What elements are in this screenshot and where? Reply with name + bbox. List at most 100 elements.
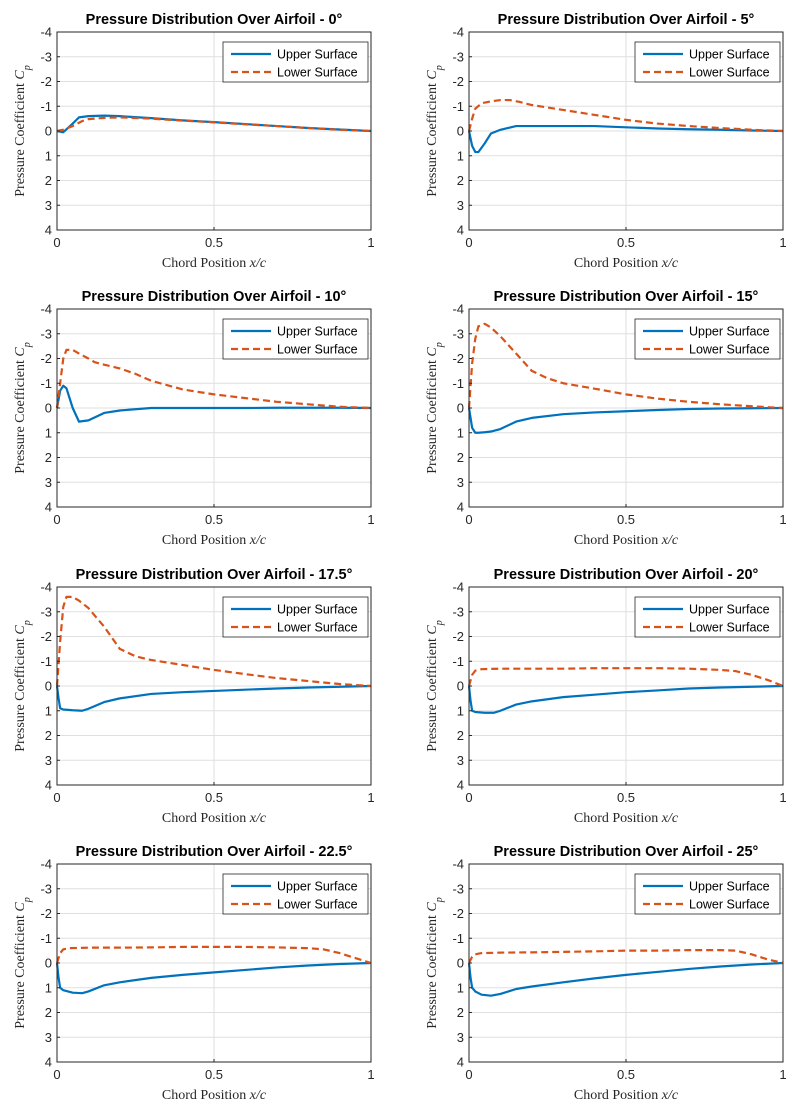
y-tick-label: 4 <box>45 1055 52 1070</box>
x-tick-label: 1 <box>779 512 786 527</box>
y-tick-label: 2 <box>457 728 464 743</box>
x-tick-label: 0 <box>465 790 472 805</box>
y-tick-label: 3 <box>45 753 52 768</box>
y-tick-label: -1 <box>40 931 52 946</box>
legend: Upper Surface Lower Surface <box>222 318 369 360</box>
y-axis-label: Pressure Coefficient Cp <box>13 620 33 752</box>
lower-surface-line <box>55 595 372 688</box>
upper-surface-line <box>467 684 784 714</box>
chart-title: Pressure Distribution Over Airfoil - 15° <box>494 289 759 305</box>
x-tick-label: 0.5 <box>617 235 635 250</box>
legend: Upper Surface Lower Surface <box>634 318 781 360</box>
x-tick-label: 0.5 <box>205 235 223 250</box>
chart-title: Pressure Distribution Over Airfoil - 5° <box>498 12 755 28</box>
x-tick-label: 0 <box>53 235 60 250</box>
legend: Upper Surface Lower Surface <box>634 596 781 638</box>
y-tick-label: -3 <box>452 881 464 896</box>
y-tick-label: -3 <box>452 49 464 64</box>
y-tick-label: -4 <box>452 857 464 872</box>
legend-box <box>634 41 781 83</box>
y-tick-label: 3 <box>457 198 464 213</box>
legend: Upper Surface Lower Surface <box>222 596 369 638</box>
y-axis-label: Pressure Coefficient Cp <box>425 342 445 474</box>
upper-surface-line <box>55 384 372 423</box>
y-tick-label: -3 <box>452 326 464 341</box>
x-tick-label: 0.5 <box>617 512 635 527</box>
upper-surface-line <box>467 961 784 997</box>
x-tick-label: 1 <box>779 1067 786 1082</box>
y-tick-label: 3 <box>457 1030 464 1045</box>
legend-label-lower: Lower Surface <box>689 343 770 357</box>
legend-label-upper: Upper Surface <box>689 325 770 339</box>
legend-box <box>634 873 781 915</box>
y-tick-label: 1 <box>45 703 52 718</box>
y-tick-label: -4 <box>452 580 464 595</box>
y-tick-label: 2 <box>457 1005 464 1020</box>
y-axis-label: Pressure Coefficient Cp <box>425 897 445 1029</box>
y-tick-label: 0 <box>45 401 52 416</box>
y-tick-label: -2 <box>40 351 52 366</box>
legend-label-lower: Lower Surface <box>689 621 770 635</box>
x-tick-label: 1 <box>367 790 374 805</box>
legend: Upper Surface Lower Surface <box>222 873 369 915</box>
y-tick-label: -1 <box>452 654 464 669</box>
x-tick-label: 0.5 <box>205 1067 223 1082</box>
x-tick-label: 0.5 <box>205 790 223 805</box>
x-tick-label: 0 <box>53 790 60 805</box>
y-tick-label: 2 <box>45 450 52 465</box>
x-tick-label: 1 <box>779 790 786 805</box>
y-tick-label: -4 <box>452 302 464 317</box>
legend-label-upper: Upper Surface <box>277 603 358 617</box>
x-axis-label: Chord Position x/c <box>162 811 267 826</box>
legend-box <box>222 596 369 638</box>
y-tick-label: -4 <box>40 302 52 317</box>
y-tick-label: -1 <box>40 376 52 391</box>
upper-surface-line <box>55 961 372 995</box>
x-tick-label: 0.5 <box>617 790 635 805</box>
y-tick-label: -3 <box>452 604 464 619</box>
upper-surface-line <box>55 684 372 712</box>
x-tick-label: 1 <box>367 1067 374 1082</box>
y-tick-label: 2 <box>45 173 52 188</box>
y-tick-label: -2 <box>452 74 464 89</box>
x-tick-label: 1 <box>367 235 374 250</box>
lower-surface-line <box>467 98 784 133</box>
y-tick-label: -4 <box>40 857 52 872</box>
x-tick-label: 0.5 <box>205 512 223 527</box>
x-axis-label: Chord Position x/c <box>574 256 679 271</box>
y-tick-label: 2 <box>45 728 52 743</box>
upper-surface-line <box>467 406 784 434</box>
y-tick-label: -2 <box>40 629 52 644</box>
x-tick-label: 0 <box>465 1067 472 1082</box>
upper-surface-line <box>467 124 784 154</box>
legend-label-lower: Lower Surface <box>277 621 358 635</box>
y-tick-label: 4 <box>457 500 464 515</box>
chart-title: Pressure Distribution Over Airfoil - 17.… <box>76 567 353 583</box>
y-axis-label: Pressure Coefficient Cp <box>425 65 445 197</box>
legend-label-upper: Upper Surface <box>277 325 358 339</box>
y-tick-label: 1 <box>45 148 52 163</box>
y-tick-label: -3 <box>40 49 52 64</box>
legend: Upper Surface Lower Surface <box>222 41 369 83</box>
y-tick-label: 1 <box>457 703 464 718</box>
y-tick-label: -3 <box>40 326 52 341</box>
y-tick-label: 0 <box>45 124 52 139</box>
x-tick-label: 0 <box>53 1067 60 1082</box>
y-tick-label: 0 <box>45 679 52 694</box>
legend-label-lower: Lower Surface <box>277 898 358 912</box>
legend-label-lower: Lower Surface <box>689 898 770 912</box>
legend: Upper Surface Lower Surface <box>634 873 781 915</box>
legend-label-upper: Upper Surface <box>689 603 770 617</box>
y-tick-label: -1 <box>452 376 464 391</box>
chart-title: Pressure Distribution Over Airfoil - 20° <box>494 567 759 583</box>
legend-box <box>222 318 369 360</box>
y-tick-label: 1 <box>45 980 52 995</box>
lower-surface-line <box>468 949 784 965</box>
y-tick-label: -4 <box>40 25 52 40</box>
lower-surface-line <box>56 116 372 133</box>
